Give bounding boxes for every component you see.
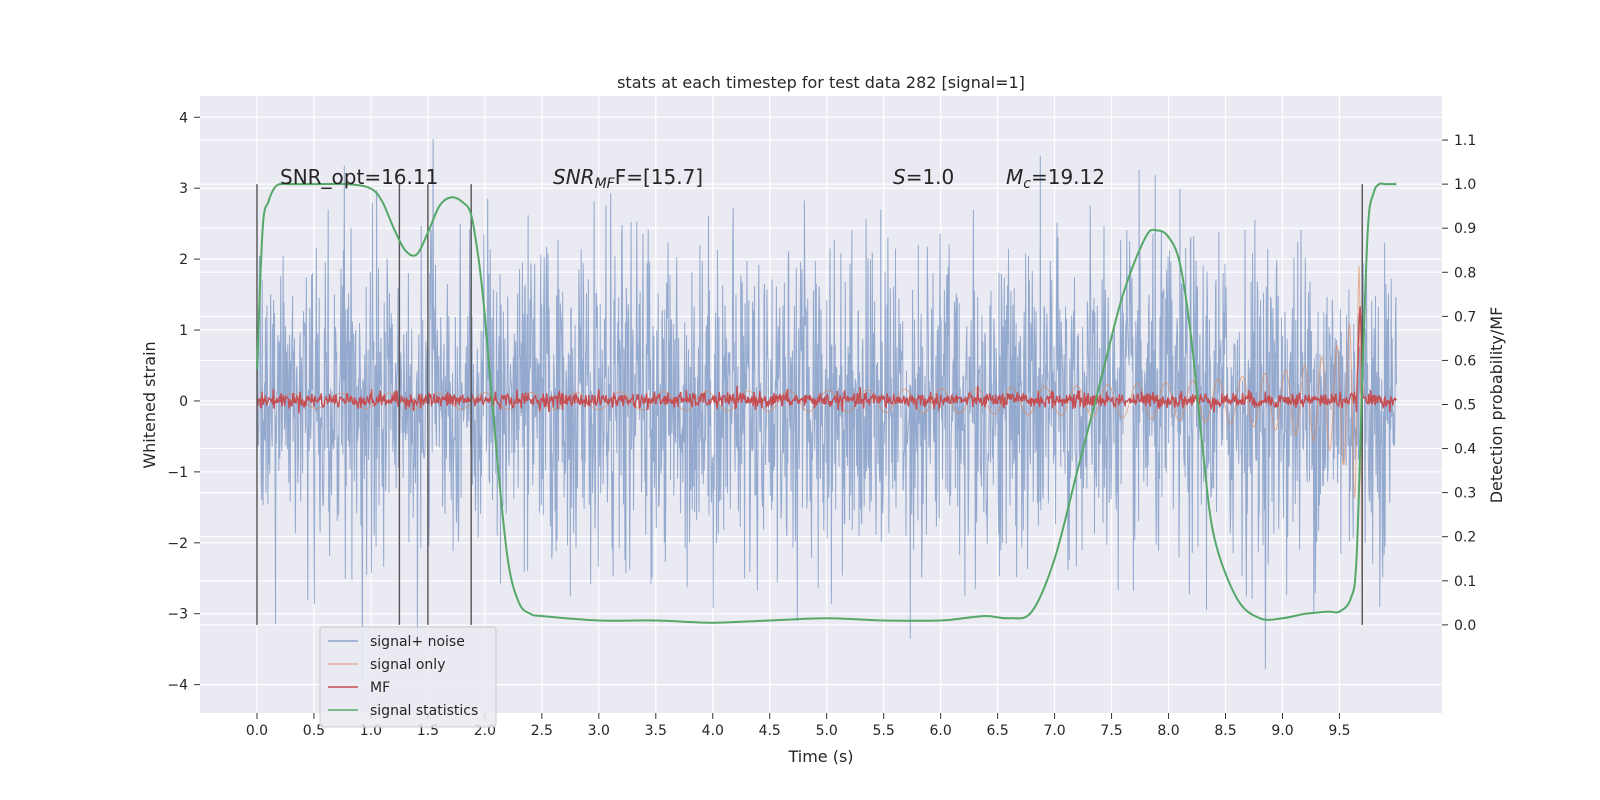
x-tick-label: 3.0 bbox=[588, 723, 610, 739]
annotation-snr-opt: SNR_opt=16.11 bbox=[280, 165, 438, 189]
y-right-tick-label: 0.7 bbox=[1454, 309, 1476, 325]
legend-box bbox=[319, 626, 497, 728]
x-tick-label: 6.0 bbox=[930, 723, 952, 739]
annotation-snr-mf: SNRMFF=[15.7] bbox=[553, 165, 703, 192]
y-tick-label: −3 bbox=[167, 607, 188, 623]
y-right-tick-label: 0.9 bbox=[1454, 221, 1476, 237]
x-tick-label: 9.0 bbox=[1271, 723, 1293, 739]
chart-title: stats at each timestep for test data 282… bbox=[617, 73, 1025, 92]
y-right-tick-label: 0.4 bbox=[1454, 442, 1476, 458]
y-tick-label: 1 bbox=[179, 323, 188, 339]
annotation-mc: Mc=19.12 bbox=[1006, 165, 1105, 192]
annotation-mc-value: =19.12 bbox=[1031, 165, 1105, 189]
y-axis-right-label: Detection probability/MF bbox=[1487, 307, 1506, 504]
x-tick-label: 9.5 bbox=[1328, 723, 1350, 739]
y-right-tick-label: 0.5 bbox=[1454, 398, 1476, 414]
y-tick-label: 3 bbox=[179, 181, 188, 197]
legend-label-signal-statistics: signal statistics bbox=[370, 703, 478, 719]
y-axis-ticks: 4 3 2 1 0 −1 −2 −3 −4 bbox=[167, 110, 200, 694]
x-tick-label: 8.0 bbox=[1157, 723, 1179, 739]
annotation-s-value: =1.0 bbox=[906, 165, 955, 189]
y-tick-label: 2 bbox=[179, 252, 188, 268]
annotation-snr-mf-sub: MF bbox=[595, 176, 616, 192]
y-right-tick-label: 1.1 bbox=[1454, 133, 1476, 149]
annotation-mc-sub: c bbox=[1023, 176, 1031, 192]
y-tick-label: −2 bbox=[167, 536, 188, 552]
y-axis-label: Whitened strain bbox=[140, 341, 159, 468]
legend-label-signal-noise: signal+ noise bbox=[370, 634, 465, 650]
x-tick-label: 7.0 bbox=[1043, 723, 1065, 739]
x-tick-label: 5.5 bbox=[873, 723, 895, 739]
annotation-mc-symbol: M bbox=[1006, 165, 1023, 189]
annotation-snr-mf-rest: F=[15.7] bbox=[615, 165, 703, 189]
y-right-tick-label: 0.6 bbox=[1454, 353, 1476, 369]
legend-label-signal-only: signal only bbox=[370, 657, 445, 673]
y-right-tick-label: 1.0 bbox=[1454, 177, 1476, 193]
x-tick-label: 3.5 bbox=[645, 723, 667, 739]
annotation-s: S=1.0 bbox=[893, 165, 954, 189]
x-axis-label: Time (s) bbox=[787, 747, 853, 766]
legend: signal+ noise signal only MF signal stat… bbox=[319, 626, 497, 728]
x-tick-label: 5.0 bbox=[816, 723, 838, 739]
series-signal-noise bbox=[256, 138, 1397, 679]
y-tick-label: 4 bbox=[179, 110, 188, 126]
y-right-tick-label: 0.2 bbox=[1454, 530, 1476, 546]
x-tick-label: 8.5 bbox=[1214, 723, 1236, 739]
x-tick-label: 4.5 bbox=[759, 723, 781, 739]
y-right-tick-label: 0.8 bbox=[1454, 265, 1476, 281]
series-signal-statistics bbox=[256, 182, 1397, 624]
legend-label-mf: MF bbox=[370, 680, 390, 696]
x-tick-label: 0.5 bbox=[303, 723, 325, 739]
x-tick-label: 2.5 bbox=[531, 723, 553, 739]
annotation-s-symbol: S bbox=[893, 165, 906, 189]
x-tick-label: 0.0 bbox=[246, 723, 268, 739]
annotation-snr-mf-base: SNR bbox=[553, 165, 595, 189]
x-tick-label: 4.0 bbox=[702, 723, 724, 739]
mf-line bbox=[256, 306, 1397, 414]
signal-statistics-line bbox=[256, 182, 1397, 624]
signal-noise-line bbox=[256, 138, 1397, 679]
y-right-tick-label: 0.1 bbox=[1454, 574, 1476, 590]
y-right-tick-label: 0.0 bbox=[1454, 618, 1476, 634]
x-tick-label: 7.5 bbox=[1100, 723, 1122, 739]
x-tick-label: 6.5 bbox=[986, 723, 1008, 739]
y-tick-label: −4 bbox=[167, 678, 188, 694]
y-tick-label: −1 bbox=[167, 465, 188, 481]
y-right-tick-label: 0.3 bbox=[1454, 486, 1476, 502]
y-tick-label: 0 bbox=[179, 394, 188, 410]
series-mf bbox=[256, 306, 1397, 414]
y-axis-right-ticks: 1.1 1.0 0.9 0.8 0.7 0.6 0.5 0.4 0.3 0.2 0.1 0.0 bbox=[1442, 133, 1476, 634]
